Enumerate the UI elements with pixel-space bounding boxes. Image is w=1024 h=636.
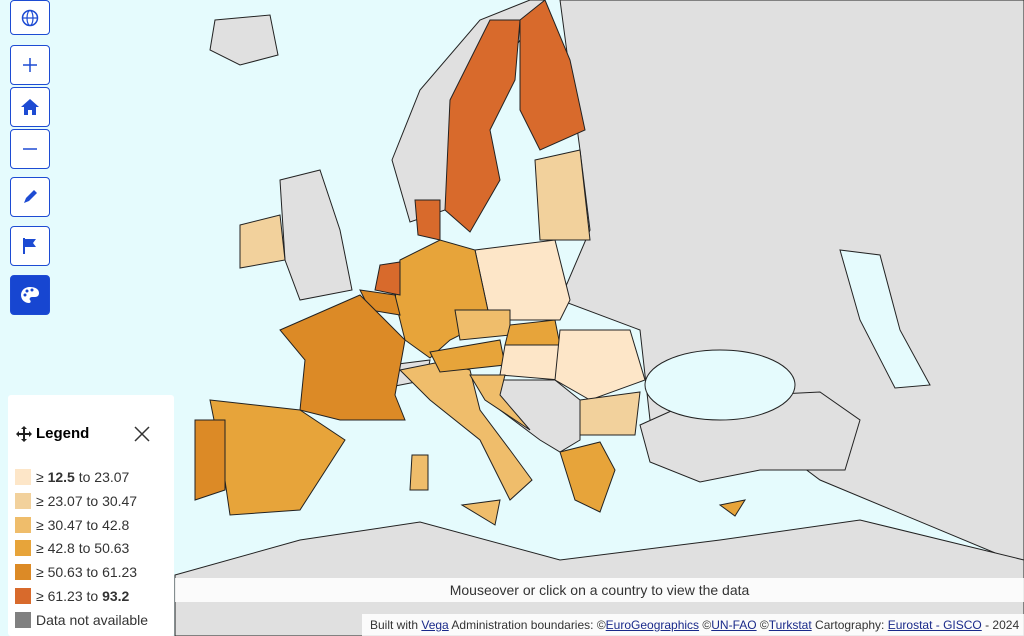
iceland [209, 14, 279, 66]
poland [474, 239, 571, 321]
attribution-link[interactable]: Turkstat [768, 618, 812, 632]
minus-icon [23, 148, 37, 150]
legend-swatch [15, 611, 31, 628]
legend-item[interactable]: ≥ 30.47 to 42.8 [15, 516, 129, 533]
legend-label-part: ≥ 50.63 to 61.23 [36, 564, 138, 581]
legend-item[interactable]: ≥ 61.23 to 93.2 [15, 588, 129, 604]
sweden [444, 19, 521, 233]
legend-label: ≥ 30.47 to 42.8 [36, 517, 129, 533]
croatia [469, 374, 531, 431]
zoom-out-button[interactable] [10, 129, 50, 169]
pen-icon [24, 190, 37, 203]
close-icon [134, 426, 150, 442]
legend-item[interactable]: ≥ 23.07 to 30.47 [15, 492, 137, 509]
globe-icon [21, 9, 39, 26]
legend-label-part: ≥ 23.07 to 30.47 [36, 492, 138, 509]
germany [394, 239, 491, 359]
attribution-text: © [756, 618, 769, 632]
legend-label: Data not available [36, 612, 148, 628]
portugal [194, 419, 226, 501]
home-button[interactable] [10, 87, 50, 127]
legend-label: ≥ 12.5 to 23.07 [36, 469, 129, 485]
romania [554, 329, 646, 401]
legend-label-part: ≥ 61.23 to [36, 588, 103, 604]
legend-label-part: Data not available [36, 611, 149, 628]
attribution-text: Cartography: [811, 618, 888, 632]
attribution-text: © [699, 618, 712, 632]
move-icon [16, 425, 32, 442]
denmark [414, 199, 441, 241]
home-icon [21, 99, 39, 115]
attribution-link[interactable]: Vega [421, 618, 449, 632]
legend-label-part: ≥ 30.47 to 42.8 [36, 516, 130, 533]
legend-item[interactable]: Data not available [15, 611, 148, 628]
greece [559, 441, 616, 513]
legend-label: ≥ 50.63 to 61.23 [36, 564, 137, 580]
legend-title: Legend [36, 425, 90, 442]
legend-item[interactable]: ≥ 12.5 to 23.07 [15, 469, 129, 485]
flag-icon [23, 238, 36, 254]
attribution-link[interactable]: UN-FAO [711, 618, 757, 632]
ireland [239, 214, 286, 269]
legend-swatch [15, 469, 31, 485]
legend-swatch [15, 588, 31, 604]
baltics [534, 149, 591, 241]
slovakia [504, 319, 561, 346]
legend-label-part: to 23.07 [74, 469, 130, 485]
legend-item[interactable]: ≥ 42.8 to 50.63 [15, 540, 129, 557]
legend-label: ≥ 23.07 to 30.47 [36, 493, 137, 509]
legend-item[interactable]: ≥ 50.63 to 61.23 [15, 564, 137, 581]
legend-label: ≥ 42.8 to 50.63 [36, 540, 129, 556]
sicily [460, 499, 501, 526]
legend-close[interactable] [133, 425, 151, 448]
attribution: Built with Vega Administration boundarie… [362, 614, 1024, 636]
attribution-link[interactable]: EuroGeographics [605, 618, 700, 632]
legend-swatch [15, 492, 31, 509]
legend-panel: Legend ≥ 12.5 to 23.07 ≥ 23.07 to 30.47 ≥ … [8, 395, 174, 636]
finland [519, 0, 586, 151]
legend-label-part: ≥ 42.8 to 50.63 [36, 540, 130, 557]
legend-swatch [15, 540, 31, 557]
hint: Mouseover or click on a country to view … [175, 578, 1024, 602]
uk [279, 169, 353, 301]
attribution-text: Built with [370, 618, 422, 632]
legend-swatch [15, 564, 31, 581]
hungary [499, 344, 561, 381]
legend-swatch [15, 516, 31, 533]
flag-button[interactable] [10, 226, 50, 266]
france [279, 294, 406, 421]
netherlands [374, 261, 401, 296]
plus-icon [23, 58, 37, 72]
cyprus [718, 499, 747, 517]
globe-button[interactable] [10, 0, 50, 35]
land-east [559, 0, 1024, 566]
legend-header[interactable]: Legend [16, 425, 89, 442]
legend-label: ≥ 61.23 to 93.2 [36, 588, 129, 604]
black-sea [644, 349, 796, 421]
sardinia [409, 454, 429, 491]
zoom-in-button[interactable] [10, 45, 50, 85]
attribution-text: Administration boundaries: © [448, 618, 606, 632]
legend-label-part: 12.5 [47, 469, 75, 485]
caspian-sea [839, 249, 931, 389]
draw-button[interactable] [10, 177, 50, 217]
palette-button[interactable] [10, 275, 50, 315]
bulgaria [579, 391, 641, 436]
czechia [454, 309, 511, 341]
legend-label-part: 93.2 [102, 588, 130, 604]
spain [209, 399, 346, 516]
legend-label-part: ≥ [36, 469, 48, 485]
palette-icon [21, 287, 39, 303]
attribution-text: - 2024 [981, 618, 1020, 632]
attribution-link[interactable]: Eurostat - GISCO [887, 618, 982, 632]
